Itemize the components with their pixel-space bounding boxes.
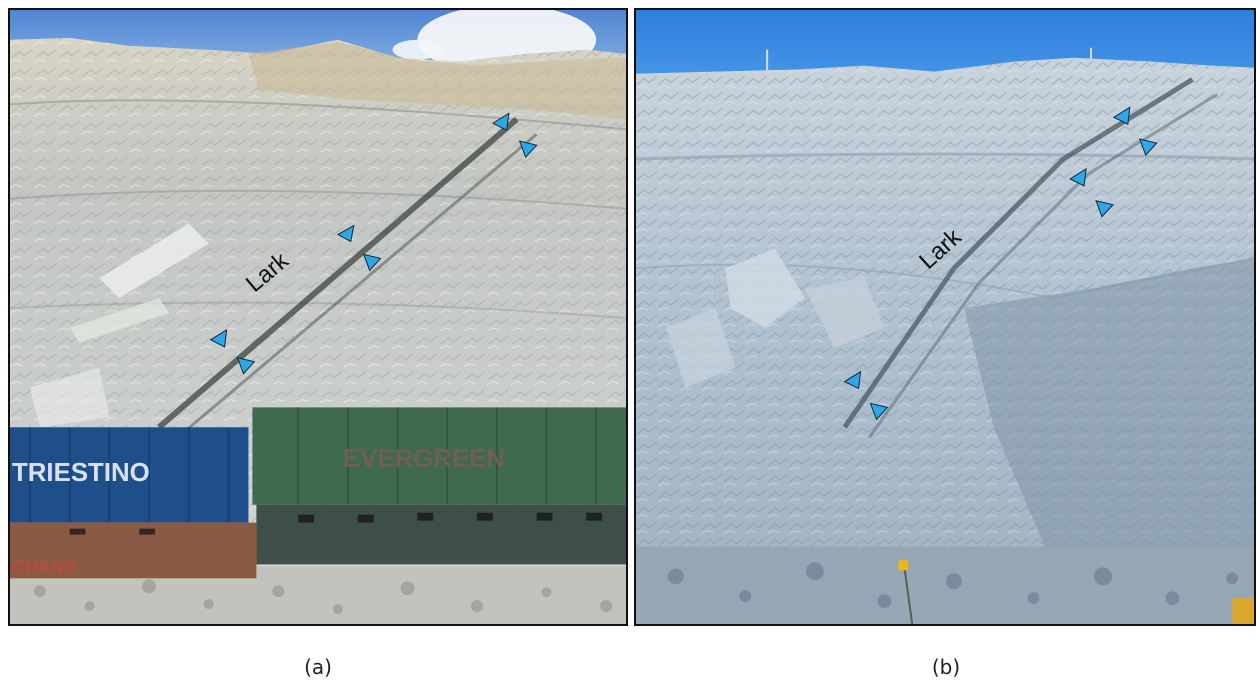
arrow-marker-icon: [869, 402, 889, 421]
photo-panel-a: TRIESTINO EVERGREEN CHANG Lark: [8, 8, 628, 626]
arrow-marker-icon: [236, 357, 256, 375]
fault-arrow-markers: [843, 106, 1158, 421]
fault-arrow-markers: [209, 112, 538, 375]
arrow-marker-icon: [336, 224, 355, 243]
shadow-area: [963, 258, 1254, 567]
arrow-marker-icon: [362, 253, 382, 272]
fault-zone: [157, 117, 519, 430]
photo-b-scene: Lark: [636, 10, 1254, 624]
caption-b: (b): [931, 655, 961, 679]
arrow-marker-icon: [209, 328, 228, 348]
arrow-marker-icon: [1138, 138, 1158, 156]
arrow-marker-icon: [518, 140, 538, 158]
caption-a: (a): [304, 655, 332, 679]
photo-a-scene: TRIESTINO EVERGREEN CHANG Lark: [10, 10, 626, 624]
container-label-3: CHANG: [12, 556, 78, 576]
arrow-marker-icon: [1069, 167, 1087, 187]
container-label-1: TRIESTINO: [12, 459, 150, 487]
arrow-marker-icon: [1112, 106, 1131, 126]
arrow-marker-icon: [1095, 200, 1114, 218]
arrow-marker-icon: [843, 370, 862, 390]
arrow-marker-icon: [491, 112, 510, 131]
photo-panel-b: Lark: [634, 8, 1256, 626]
shipping-containers: [10, 407, 626, 579]
container-label-2: EVERGREEN: [343, 445, 505, 473]
